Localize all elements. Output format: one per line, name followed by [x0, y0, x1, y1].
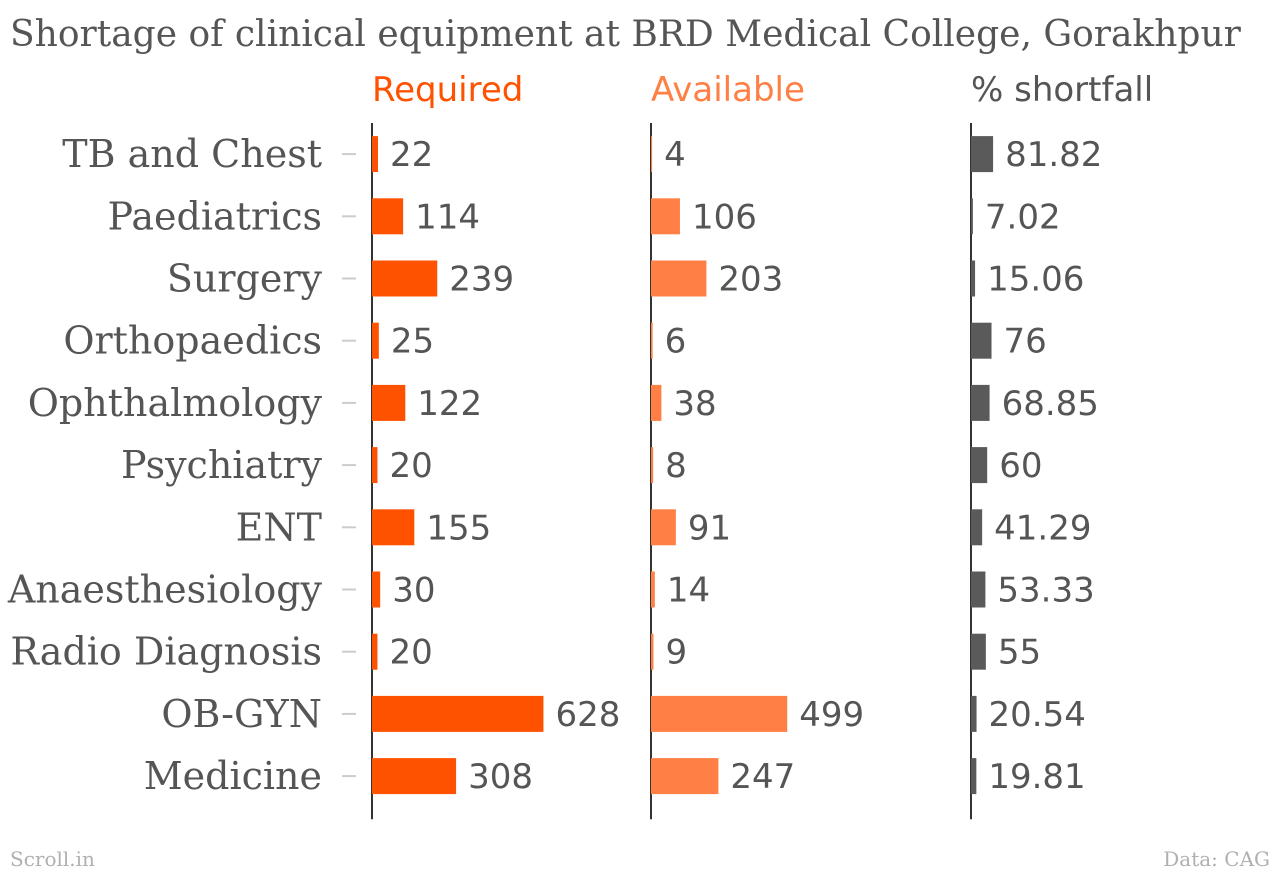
bar-available [651, 571, 655, 608]
value-label-available: 499 [799, 695, 864, 735]
bar-required [372, 633, 378, 670]
value-label-shortfall: 41.29 [994, 508, 1091, 548]
bar-required [372, 198, 404, 235]
header-available: Available [651, 70, 805, 110]
bar-available [651, 633, 654, 670]
footer-source-right: Data: CAG [1163, 847, 1270, 871]
category-label: Anaesthesiology [7, 568, 323, 612]
footer-source-left: Scroll.in [10, 847, 95, 871]
bar-shortfall [971, 136, 994, 173]
value-label-available: 91 [688, 508, 731, 548]
category-label: Ophthalmology [28, 381, 323, 425]
bar-available [651, 322, 653, 359]
bar-shortfall [971, 758, 977, 795]
value-label-shortfall: 55 [998, 633, 1041, 673]
value-label-required: 308 [468, 757, 533, 797]
bar-required [372, 695, 544, 732]
value-label-available: 203 [718, 260, 783, 300]
bar-available [651, 384, 662, 421]
value-label-available: 9 [665, 633, 687, 673]
bar-required [372, 447, 378, 484]
value-label-shortfall: 68.85 [1002, 384, 1099, 424]
value-label-shortfall: 7.02 [985, 197, 1061, 237]
value-label-available: 6 [665, 322, 687, 362]
bar-shortfall [971, 447, 988, 484]
value-label-shortfall: 19.81 [988, 757, 1085, 797]
value-label-required: 122 [417, 384, 482, 424]
value-label-shortfall: 76 [1004, 322, 1047, 362]
bar-required [372, 758, 457, 795]
value-label-available: 106 [692, 197, 757, 237]
panel-shortfall: % shortfall 81.82 7.02 15.06 76 68.85 60 41.29 5… [970, 70, 1153, 820]
value-label-required: 30 [392, 571, 435, 611]
chart-panels: Required 22 114 239 25 122 20 155 30 20 628 308 Avai… [371, 70, 1153, 820]
bar-shortfall [971, 571, 986, 608]
value-label-required: 155 [426, 508, 491, 548]
header-required: Required [372, 70, 523, 110]
bar-shortfall [971, 322, 992, 359]
value-label-available: 14 [667, 571, 710, 611]
bar-available [651, 758, 719, 795]
bar-available [651, 447, 654, 484]
value-label-required: 20 [389, 446, 432, 486]
category-label: Medicine [144, 754, 322, 798]
bar-shortfall [971, 260, 976, 297]
value-label-shortfall: 81.82 [1005, 135, 1102, 175]
category-labels: TB and Chest Paediatrics Surgery Orthopaedi… [7, 132, 356, 798]
category-label: ENT [236, 505, 322, 549]
bar-shortfall [971, 509, 983, 546]
bar-available [651, 198, 680, 235]
bar-required [372, 509, 415, 546]
value-label-shortfall: 53.33 [997, 571, 1094, 611]
value-label-available: 4 [664, 135, 686, 175]
bar-available [651, 136, 653, 173]
value-label-required: 628 [555, 695, 620, 735]
bar-shortfall [971, 198, 973, 235]
bar-available [651, 509, 676, 546]
value-label-available: 247 [730, 757, 795, 797]
value-label-required: 25 [391, 322, 434, 362]
category-label: OB-GYN [161, 692, 322, 736]
category-label: Orthopaedics [63, 319, 322, 363]
value-label-available: 8 [665, 446, 687, 486]
bar-required [372, 136, 379, 173]
category-label: TB and Chest [62, 132, 322, 176]
value-label-shortfall: 60 [999, 446, 1042, 486]
category-label: Psychiatry [121, 443, 323, 487]
value-label-required: 114 [415, 197, 480, 237]
bar-required [372, 322, 379, 359]
value-label-available: 38 [673, 384, 716, 424]
value-label-shortfall: 15.06 [987, 260, 1084, 300]
category-label: Radio Diagnosis [10, 630, 322, 674]
bar-shortfall [971, 384, 990, 421]
bar-required [372, 384, 406, 421]
bar-required [372, 571, 381, 608]
bar-available [651, 695, 788, 732]
category-label: Paediatrics [107, 194, 322, 238]
value-label-required: 20 [389, 633, 432, 673]
bar-shortfall [971, 633, 986, 670]
header-shortfall: % shortfall [971, 70, 1153, 110]
bar-required [372, 260, 438, 297]
bar-shortfall [971, 695, 977, 732]
value-label-required: 239 [449, 260, 514, 300]
panel-required: Required 22 114 239 25 122 20 155 30 20 628 308 [371, 70, 620, 820]
value-label-required: 22 [390, 135, 433, 175]
chart-title: Shortage of clinical equipment at BRD Me… [10, 14, 1242, 55]
bar-available [651, 260, 707, 297]
category-label: Surgery [167, 257, 323, 301]
value-label-shortfall: 20.54 [989, 695, 1086, 735]
